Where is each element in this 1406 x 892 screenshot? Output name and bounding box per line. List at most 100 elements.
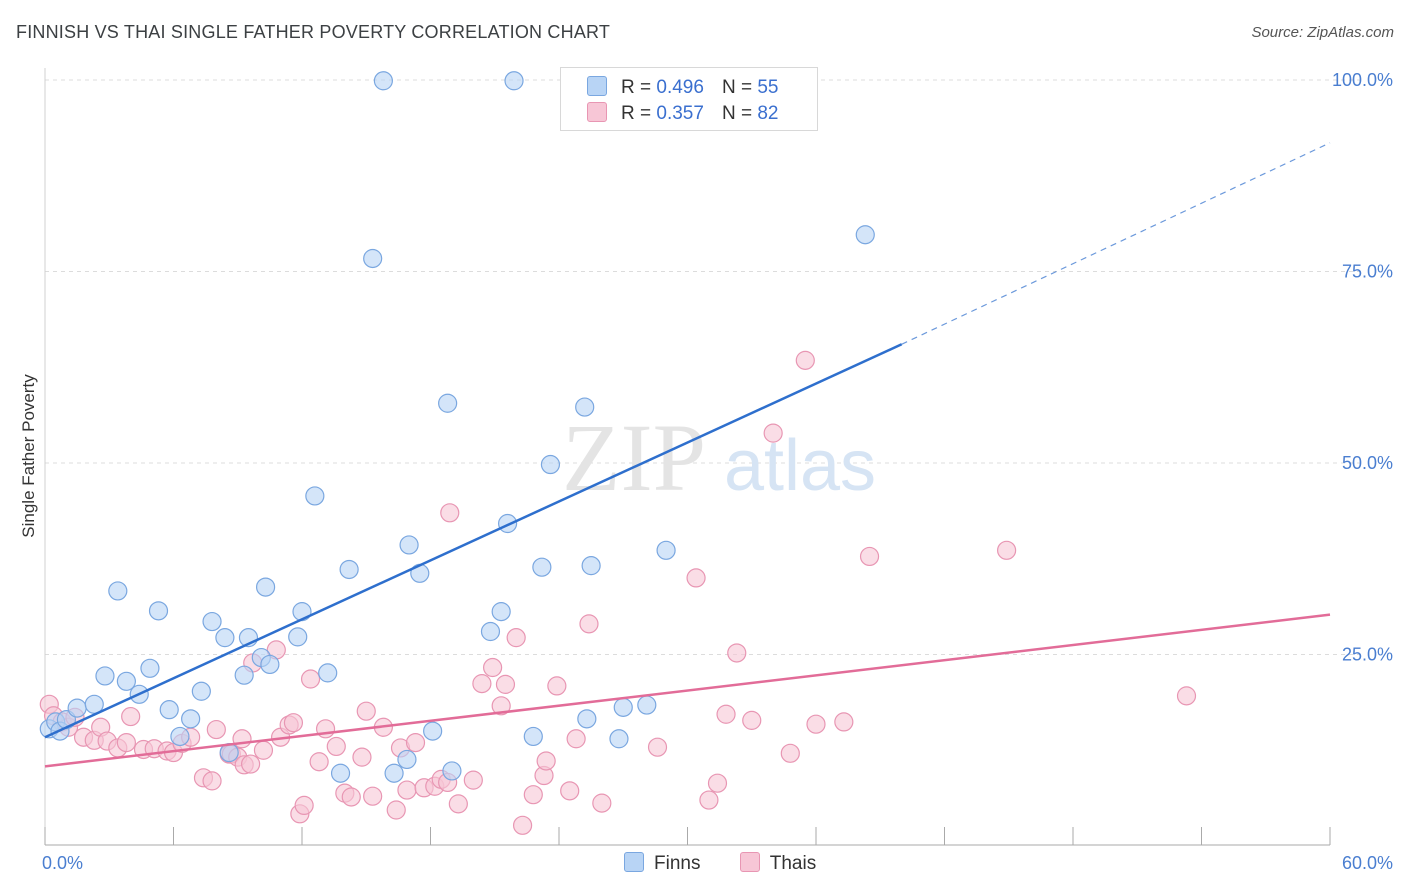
finn-point [159, 700, 179, 720]
finn-point [318, 663, 338, 683]
thai-point [397, 780, 417, 800]
thai-point [463, 770, 483, 790]
finn-point [577, 709, 597, 729]
thai-point [283, 713, 304, 733]
thai-point [116, 732, 136, 753]
series-legend: Finns Thais [624, 852, 850, 875]
legend-r-value: 0.357 [656, 103, 704, 124]
thai-point [363, 786, 383, 806]
y-tick-label: 75.0% [1342, 262, 1393, 282]
legend-n-value: 82 [757, 103, 779, 124]
thai-point [448, 794, 468, 814]
watermark-zip: ZIP [562, 404, 706, 511]
finn-point [170, 726, 190, 747]
watermark-atlas: atlas [724, 426, 876, 506]
thai-point [341, 787, 361, 807]
finn-point [397, 749, 417, 770]
thai-point [294, 795, 314, 816]
finns-swatch [624, 852, 644, 872]
finn-point [480, 621, 501, 642]
legend-item-finns: Finns [624, 852, 700, 875]
thai-point [780, 743, 800, 763]
finn-point [637, 695, 657, 715]
finn-point [181, 709, 201, 729]
y-tick-label: 25.0% [1342, 645, 1393, 665]
tick-labels: 25.0% 50.0% 75.0% 100.0% 0.0% 60.0% [42, 70, 1393, 873]
thai-point [742, 710, 762, 730]
finn-point [540, 454, 561, 475]
thai-point [405, 732, 426, 753]
correlation-legend: R = 0.496 N = 55 R = 0.357 N = 82 [560, 67, 818, 131]
chart-title: FINNISH VS THAI SINGLE FATHER POVERTY CO… [16, 22, 611, 42]
thai-point [795, 350, 815, 370]
finn-point [438, 393, 458, 413]
source-attribution: Source: ZipAtlas.com [1251, 24, 1394, 41]
thai-point [491, 696, 511, 716]
thai-point [512, 815, 533, 835]
legend-n-label: N = [721, 103, 753, 124]
thai-point [352, 747, 372, 767]
finn-point [532, 557, 552, 577]
finn-point [108, 581, 128, 601]
thai-point [686, 568, 706, 588]
thai-point [707, 773, 728, 793]
thai-point [727, 643, 747, 663]
thai-point [202, 771, 222, 791]
trend-line-finns [44, 343, 903, 739]
finn-point [148, 601, 169, 621]
finn-point [363, 248, 383, 269]
finn-point [423, 721, 443, 741]
thai-point [309, 752, 329, 772]
finn-point [234, 665, 254, 685]
finn-point [609, 729, 629, 749]
finn-point [305, 486, 325, 506]
axes [44, 68, 1331, 846]
thai-point [834, 712, 854, 732]
finn-point [288, 627, 308, 647]
thai-point [472, 674, 492, 694]
finn-point [339, 559, 359, 580]
finn-point [575, 397, 595, 417]
finn-point [656, 540, 676, 560]
legend-n-label: N = [721, 77, 753, 98]
thai-point [1176, 686, 1197, 706]
thai-point [386, 800, 406, 820]
finn-point [491, 602, 511, 622]
x-tick-label: 0.0% [42, 853, 83, 873]
finn-point [384, 763, 404, 783]
thai-point [483, 657, 503, 678]
thai-point [241, 754, 261, 774]
thai-point [997, 540, 1017, 560]
finns-points [39, 71, 875, 783]
thai-point [592, 793, 612, 813]
finn-point [442, 761, 462, 781]
trend-lines [44, 142, 1331, 768]
finn-point [116, 671, 136, 691]
finn-point [399, 535, 419, 555]
y-tick-label: 50.0% [1342, 453, 1393, 473]
finn-point [613, 697, 633, 717]
legend-r-label: R = [621, 103, 652, 124]
trend-extension-finns [901, 142, 1331, 345]
thai-point [300, 669, 321, 689]
thai-point [716, 704, 736, 724]
y-tick-label: 100.0% [1332, 70, 1393, 90]
y-axis-label: Single Father Poverty [19, 374, 38, 538]
legend-n-value: 55 [757, 77, 779, 98]
finn-point [67, 698, 87, 718]
finn-point [504, 71, 524, 91]
finn-point [855, 225, 875, 245]
thai-point [579, 614, 599, 634]
finn-point [373, 71, 393, 91]
gridlines [45, 79, 1360, 655]
legend-row-finns: R = 0.496 N = 55 [587, 76, 778, 100]
finn-point [523, 726, 543, 747]
thai-point [506, 628, 526, 648]
thai-point [440, 503, 460, 523]
thai-point [326, 736, 346, 757]
finns-swatch [587, 76, 607, 96]
finn-point [95, 666, 115, 686]
legend-r-label: R = [621, 77, 652, 98]
finn-point [330, 763, 351, 783]
